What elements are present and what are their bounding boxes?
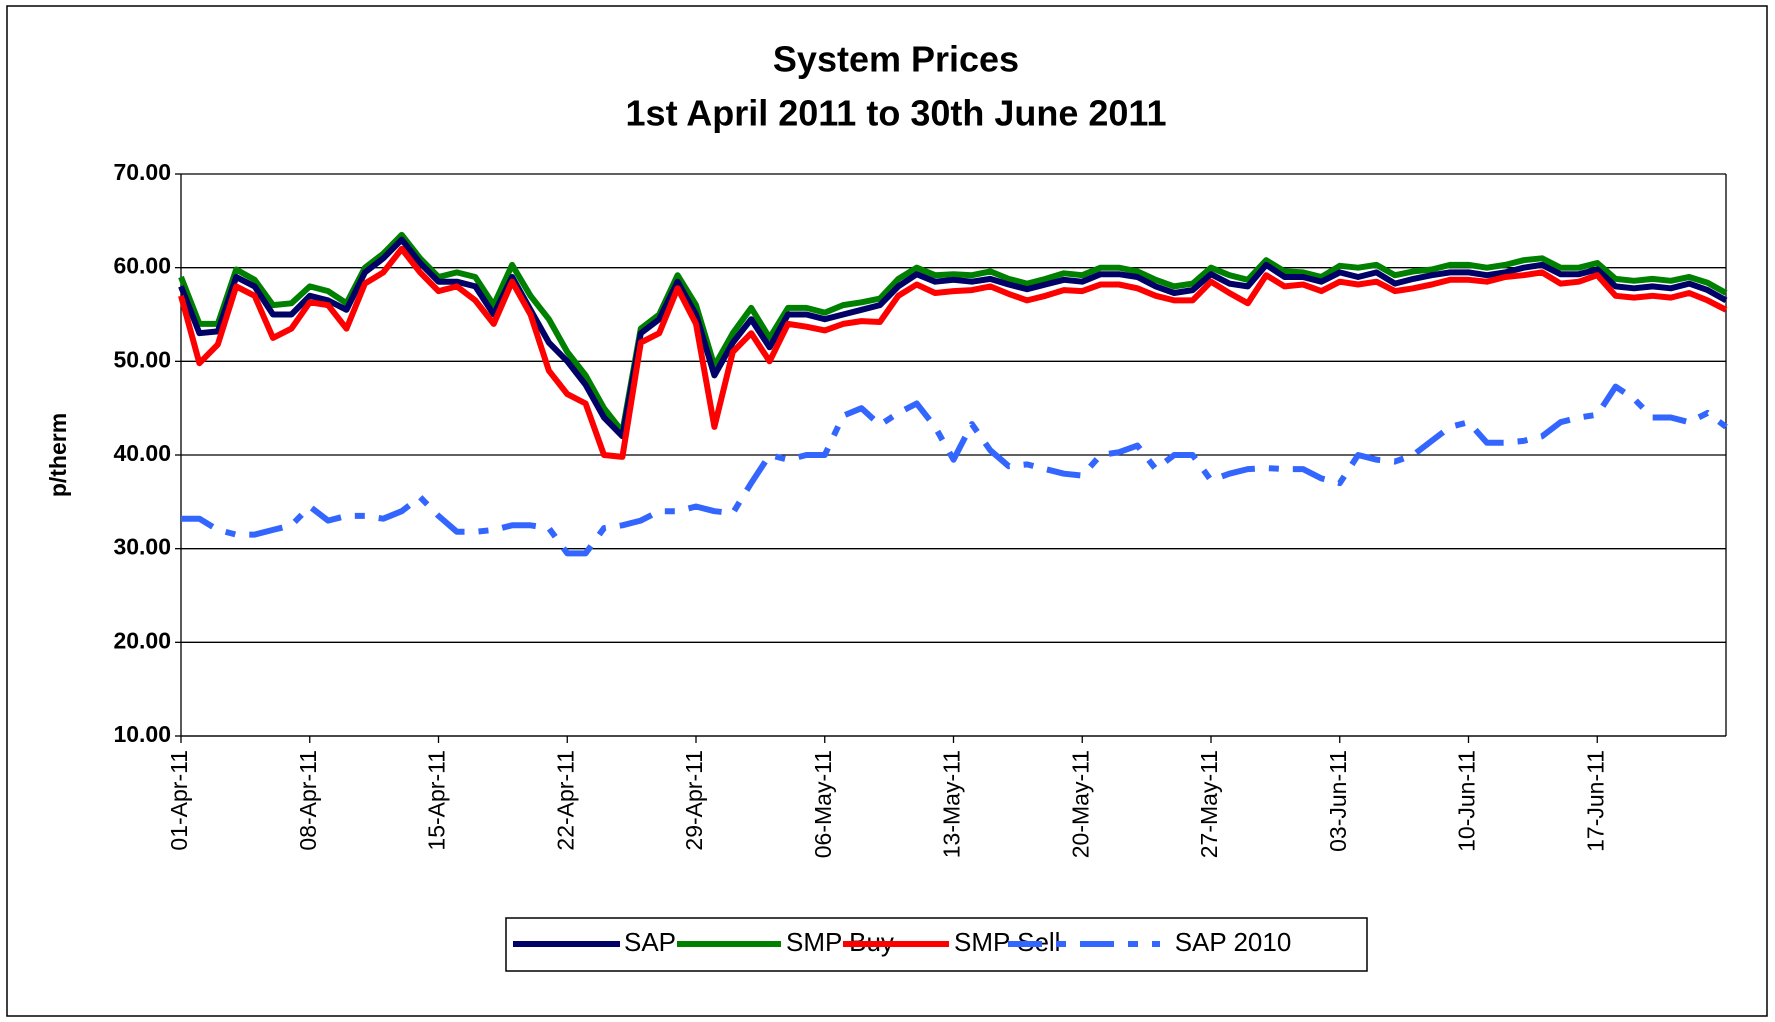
y-tick-label: 20.00 (113, 627, 171, 653)
y-tick-label: 10.00 (113, 721, 171, 747)
y-tick-label: 30.00 (113, 534, 171, 560)
legend-label: SMP Sell (954, 927, 1060, 957)
series-line (181, 383, 1728, 557)
y-tick-label: 40.00 (113, 440, 171, 466)
series-line (178, 236, 1728, 440)
y-tick-label: 50.00 (113, 346, 171, 372)
y-axis-label: p/therm (45, 413, 71, 497)
chart-title: System Prices (773, 39, 1019, 80)
x-tick-label: 08-Apr-11 (295, 750, 321, 851)
chart-subtitle: 1st April 2011 to 30th June 2011 (626, 93, 1167, 134)
x-tick-label: 03-Jun-11 (1325, 750, 1351, 852)
series-line (178, 245, 1728, 460)
x-tick-label: 27-May-11 (1196, 750, 1222, 858)
x-tick-label: 13-May-11 (939, 750, 965, 858)
y-tick-label: 60.00 (113, 253, 171, 279)
series-line (178, 231, 1728, 435)
chart-border (6, 5, 1768, 1017)
x-tick-label: 17-Jun-11 (1582, 750, 1608, 852)
x-tick-label: 06-May-11 (810, 750, 836, 858)
x-tick-label: 10-Jun-11 (1454, 750, 1480, 852)
x-tick-label: 15-Apr-11 (424, 750, 450, 851)
y-tick-label: 70.00 (113, 159, 171, 185)
legend-label: SAP 2010 (1175, 927, 1292, 957)
x-tick-label: 29-Apr-11 (681, 750, 707, 851)
x-tick-label: 20-May-11 (1067, 750, 1093, 858)
x-tick-label: 01-Apr-11 (166, 750, 192, 851)
x-tick-label: 22-Apr-11 (552, 750, 578, 851)
legend-label: SAP (624, 927, 676, 957)
